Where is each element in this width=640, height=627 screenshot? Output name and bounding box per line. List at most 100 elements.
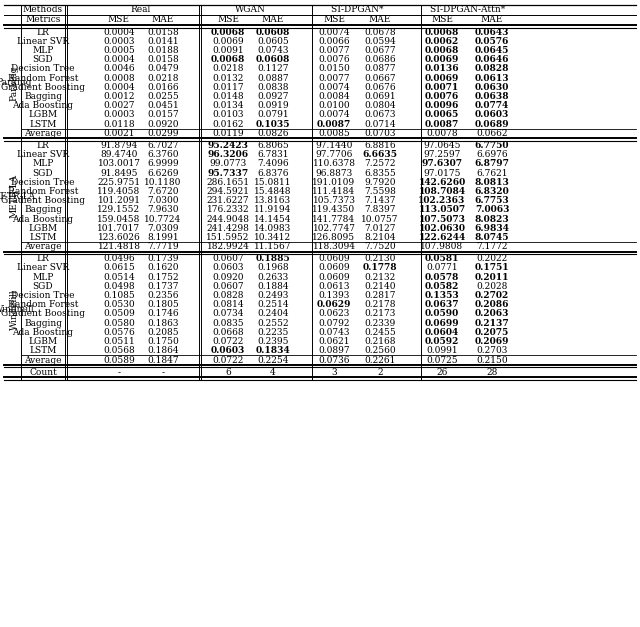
Text: 0.2514: 0.2514 xyxy=(257,300,289,309)
Text: Gradient Boosting: Gradient Boosting xyxy=(1,83,85,92)
Text: 0.0003: 0.0003 xyxy=(103,37,135,46)
Text: 0.0791: 0.0791 xyxy=(257,110,289,119)
Text: 0.0008: 0.0008 xyxy=(103,73,135,83)
Text: 0.1746: 0.1746 xyxy=(147,309,179,319)
Text: 0.1778: 0.1778 xyxy=(363,263,397,272)
Text: 0.0068: 0.0068 xyxy=(425,46,459,55)
Text: 0.0609: 0.0609 xyxy=(318,273,350,282)
Text: 91.8495: 91.8495 xyxy=(100,169,138,177)
Text: 0.0722: 0.0722 xyxy=(212,337,244,346)
Text: Count: Count xyxy=(29,367,57,377)
Text: MSE: MSE xyxy=(108,16,130,24)
Text: 0.0828: 0.0828 xyxy=(212,291,244,300)
Text: 244.9048: 244.9048 xyxy=(207,214,250,223)
Text: 6.8797: 6.8797 xyxy=(475,159,509,168)
Text: 97.6307: 97.6307 xyxy=(422,159,463,168)
Text: 0.0071: 0.0071 xyxy=(425,83,459,92)
Text: 0.0255: 0.0255 xyxy=(147,92,179,101)
Text: 0.0645: 0.0645 xyxy=(475,46,509,55)
Text: 0.0096: 0.0096 xyxy=(425,101,459,110)
Text: 0.1353: 0.1353 xyxy=(424,291,460,300)
Text: 0.0590: 0.0590 xyxy=(425,309,459,319)
Text: LGBM: LGBM xyxy=(28,224,58,233)
Text: 7.1437: 7.1437 xyxy=(364,196,396,205)
Text: 7.7520: 7.7520 xyxy=(364,242,396,251)
Text: 110.6378: 110.6378 xyxy=(312,159,355,168)
Text: 10.7724: 10.7724 xyxy=(145,214,182,223)
Text: 0.0509: 0.0509 xyxy=(103,309,135,319)
Text: 7.6720: 7.6720 xyxy=(147,187,179,196)
Text: 0.0592: 0.0592 xyxy=(425,337,459,346)
Text: 0.2560: 0.2560 xyxy=(364,346,396,356)
Text: 0.0576: 0.0576 xyxy=(103,328,135,337)
Text: 89.4740: 89.4740 xyxy=(100,150,138,159)
Text: WGAN: WGAN xyxy=(235,6,266,14)
Text: 96.3206: 96.3206 xyxy=(207,150,248,159)
Text: 118.3094: 118.3094 xyxy=(312,242,355,251)
Text: 0.0299: 0.0299 xyxy=(147,129,179,138)
Text: 0.0479: 0.0479 xyxy=(147,65,179,73)
Text: 0.0118: 0.0118 xyxy=(103,120,135,129)
Text: 99.0773: 99.0773 xyxy=(209,159,246,168)
Text: 0.0804: 0.0804 xyxy=(364,101,396,110)
Text: 0.0158: 0.0158 xyxy=(147,28,179,36)
Text: 6: 6 xyxy=(225,367,231,377)
Text: LR: LR xyxy=(36,254,49,263)
Text: MSE: MSE xyxy=(323,16,345,24)
Text: Parking: Parking xyxy=(10,65,19,100)
Text: SGD: SGD xyxy=(33,169,53,177)
Text: 7.4096: 7.4096 xyxy=(257,159,289,168)
Text: 0.0643: 0.0643 xyxy=(475,28,509,36)
Text: 119.4350: 119.4350 xyxy=(312,205,356,214)
Text: Ada Boosting: Ada Boosting xyxy=(13,214,74,223)
Text: Methods: Methods xyxy=(23,6,63,14)
Text: 0.1739: 0.1739 xyxy=(147,254,179,263)
Text: 10.0757: 10.0757 xyxy=(361,214,399,223)
Text: 28: 28 xyxy=(486,367,498,377)
Text: 0.2086: 0.2086 xyxy=(475,300,509,309)
Text: MSE: MSE xyxy=(217,16,239,24)
Text: Bagging: Bagging xyxy=(24,92,62,101)
Text: 0.0166: 0.0166 xyxy=(147,83,179,92)
Text: 0.0608: 0.0608 xyxy=(256,28,290,36)
Text: 119.4058: 119.4058 xyxy=(97,187,141,196)
Text: LGBM: LGBM xyxy=(28,337,58,346)
Text: 6.6635: 6.6635 xyxy=(362,150,397,159)
Text: 0.0991: 0.0991 xyxy=(426,346,458,356)
Text: 0.0629: 0.0629 xyxy=(317,300,351,309)
Text: 10.3412: 10.3412 xyxy=(255,233,292,242)
Text: 6.7027: 6.7027 xyxy=(147,141,179,150)
Text: 0.2261: 0.2261 xyxy=(364,356,396,364)
Text: Real: Real xyxy=(131,6,151,14)
Text: 0.1393: 0.1393 xyxy=(318,291,349,300)
Text: 0.2702: 0.2702 xyxy=(475,291,509,300)
Text: 0.0734: 0.0734 xyxy=(212,309,244,319)
Text: LSTM: LSTM xyxy=(29,233,57,242)
Text: SGD: SGD xyxy=(33,282,53,291)
Text: 0.0615: 0.0615 xyxy=(103,263,135,272)
Text: 0.0689: 0.0689 xyxy=(475,120,509,129)
Text: 0.2075: 0.2075 xyxy=(475,328,509,337)
Text: 103.0017: 103.0017 xyxy=(97,159,141,168)
Text: 15.0811: 15.0811 xyxy=(254,177,292,187)
Text: 102.0630: 102.0630 xyxy=(419,224,465,233)
Text: 0.0568: 0.0568 xyxy=(103,346,135,356)
Text: Linear SVR: Linear SVR xyxy=(17,150,69,159)
Text: 3: 3 xyxy=(331,367,337,377)
Text: 0.0046: 0.0046 xyxy=(103,65,135,73)
Text: MLP: MLP xyxy=(32,159,54,168)
Text: 0.0091: 0.0091 xyxy=(212,46,244,55)
Text: 8.2104: 8.2104 xyxy=(364,233,396,242)
Text: 101.2091: 101.2091 xyxy=(97,196,141,205)
Text: Parking: Parking xyxy=(0,78,32,87)
Text: Decision Tree: Decision Tree xyxy=(12,291,75,300)
Text: MAE: MAE xyxy=(369,16,391,24)
Text: 294.5921: 294.5921 xyxy=(207,187,250,196)
Text: -: - xyxy=(118,367,120,377)
Text: 11.1567: 11.1567 xyxy=(254,242,292,251)
Text: 0.0498: 0.0498 xyxy=(103,282,135,291)
Text: 13.8163: 13.8163 xyxy=(255,196,292,205)
Text: 0.0530: 0.0530 xyxy=(103,300,135,309)
Text: 0.0826: 0.0826 xyxy=(257,129,289,138)
Text: 0.1884: 0.1884 xyxy=(257,282,289,291)
